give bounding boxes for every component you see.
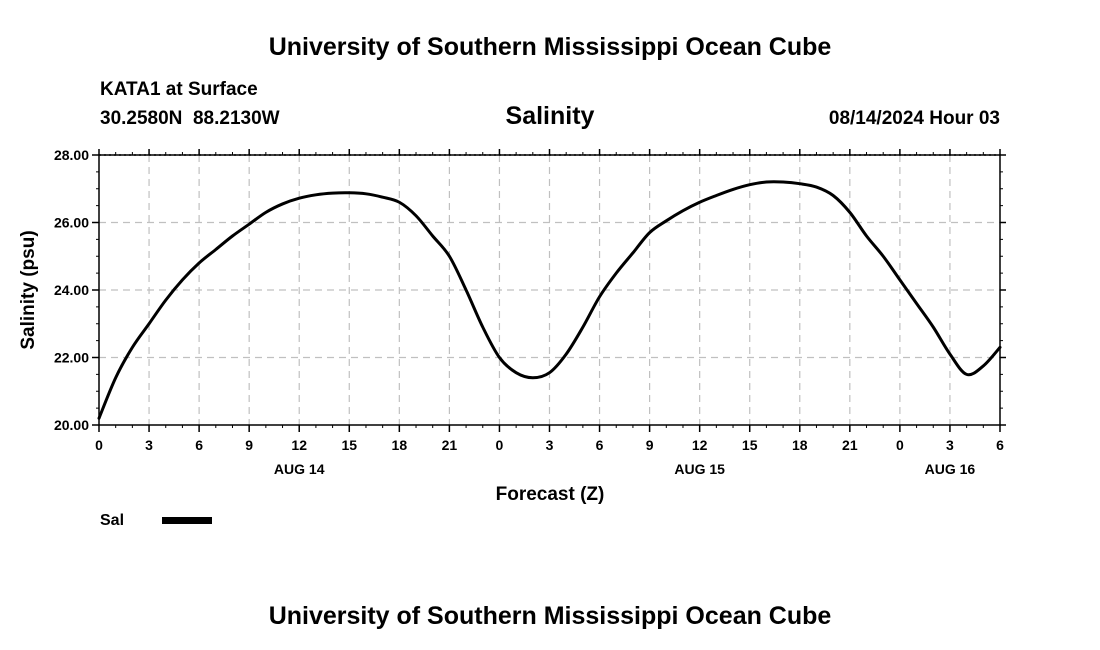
day-label: AUG 15 [674,461,725,477]
station-label: KATA1 at Surface [100,79,258,100]
x-tick-label: 18 [792,437,808,453]
x-tick-label: 18 [392,437,408,453]
x-tick-label: 12 [692,437,708,453]
x-tick-label: 3 [145,437,153,453]
x-tick-label: 15 [341,437,357,453]
x-tick-labels: 0 3 6 9 12 15 18 21 0 3 6 9 12 15 18 21 0 3 6 [95,437,1004,453]
day-label: AUG 16 [925,461,976,477]
footer-title: University of Southern Mississippi Ocean… [269,602,832,630]
x-tick-label: 6 [996,437,1004,453]
x-tick-label: 0 [496,437,504,453]
day-labels: AUG 14 AUG 15 AUG 16 [274,461,976,477]
main-title: University of Southern Mississippi Ocean… [269,33,832,61]
legend-entry-label: Sal [100,512,124,529]
x-axis-label: Forecast (Z) [496,484,605,505]
datetime-label: 08/14/2024 Hour 03 [829,108,1000,129]
y-tick-label: 24.00 [54,282,89,298]
coords-label: 30.2580N 88.2130W [100,108,280,129]
series-line-sal [97,180,1002,420]
x-tick-label: 15 [742,437,758,453]
x-tick-label: 9 [245,437,253,453]
y-tick-label: 28.00 [54,147,89,163]
y-tick-label: 20.00 [54,417,89,433]
x-tick-label: 9 [646,437,654,453]
x-tick-label: 21 [442,437,458,453]
x-tick-label: 3 [546,437,554,453]
x-tick-label: 6 [596,437,604,453]
x-tick-label: 0 [896,437,904,453]
day-label: AUG 14 [274,461,325,477]
chart-title: Salinity [506,102,595,130]
legend-entry-swatch [162,517,212,524]
x-tick-label: 21 [842,437,858,453]
y-tick-label: 22.00 [54,350,89,366]
y-tick-label: 26.00 [54,215,89,231]
y-axis-label: Salinity (psu) [18,230,39,349]
x-tick-label: 3 [946,437,954,453]
y-tick-labels: 20.00 22.00 24.00 26.00 28.00 [54,147,89,433]
x-tick-label: 12 [291,437,307,453]
x-tick-label: 6 [195,437,203,453]
plot-frame [98,154,1001,426]
x-tick-label: 0 [95,437,103,453]
